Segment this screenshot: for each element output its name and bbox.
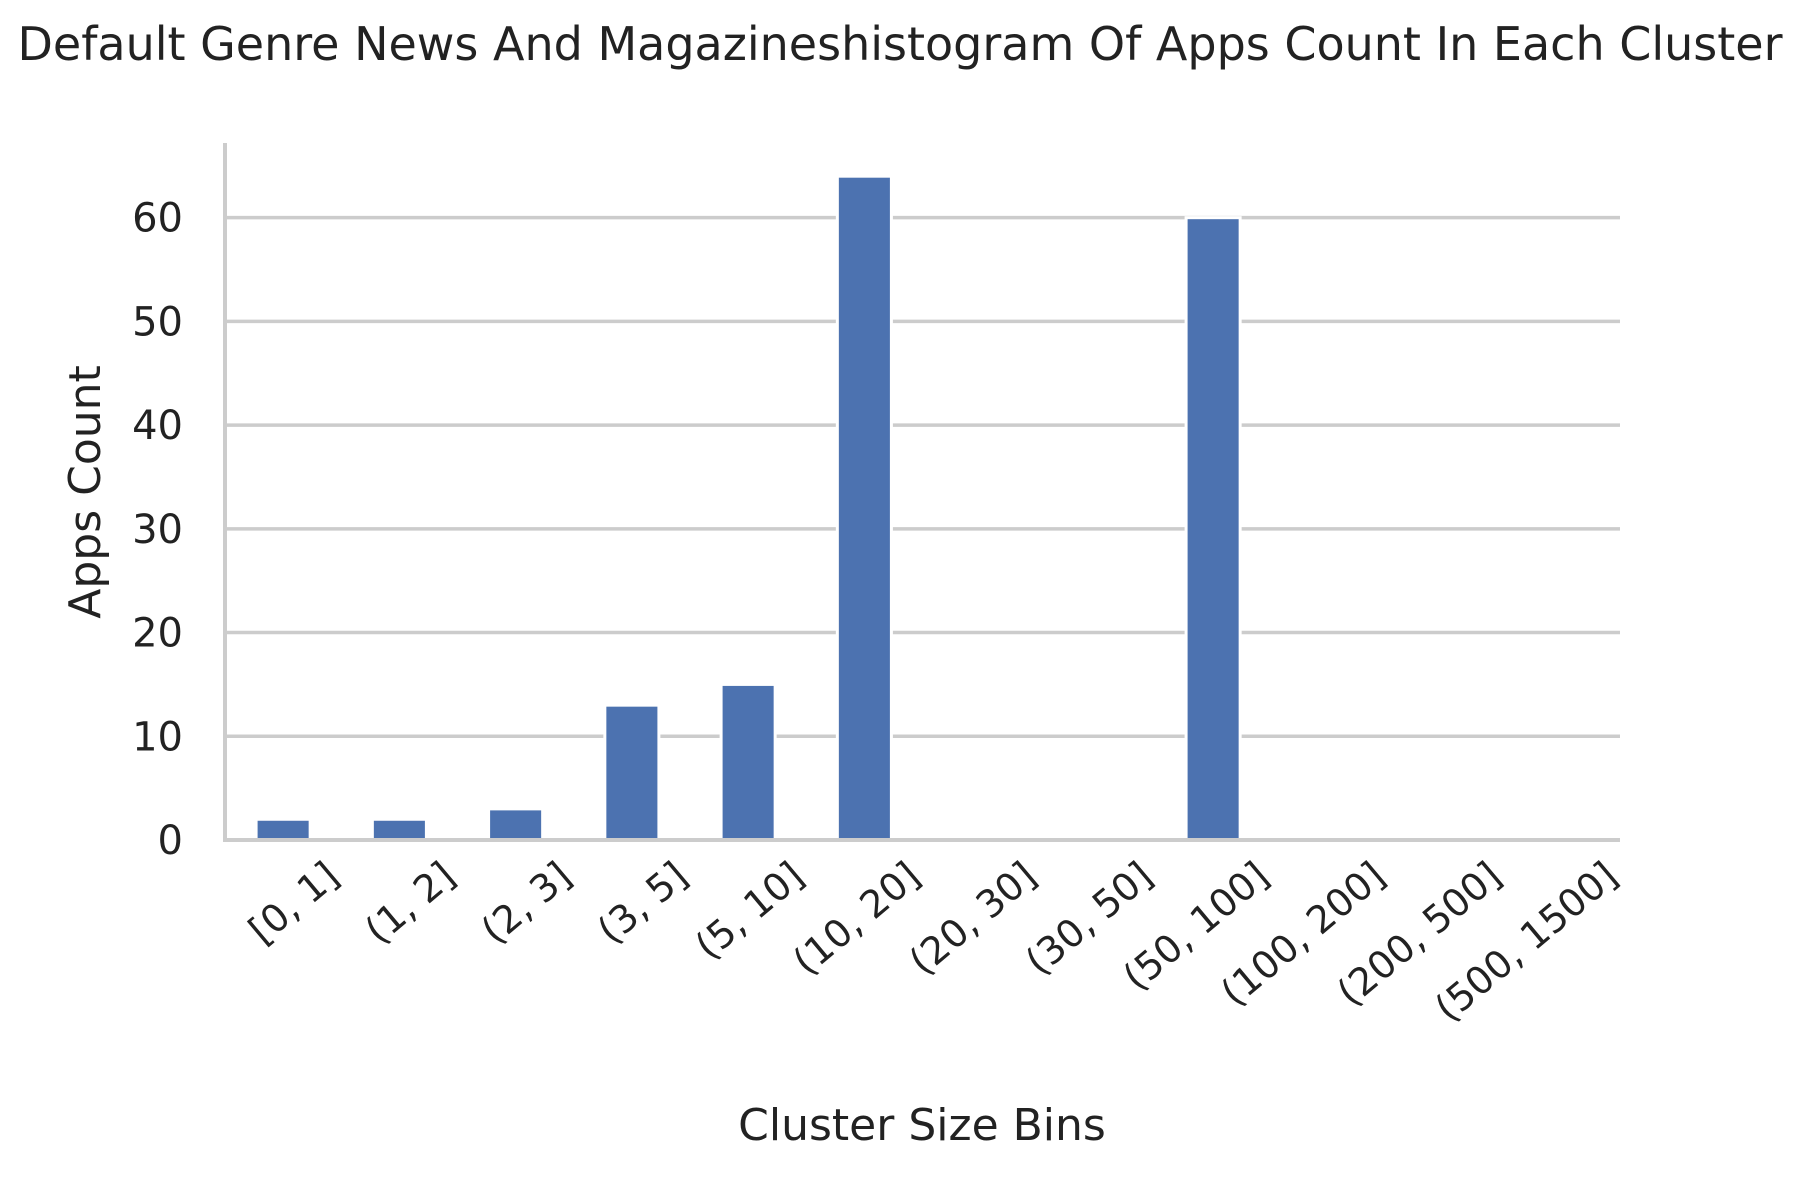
y-tick-label: 10: [132, 714, 183, 760]
x-axis-label: Cluster Size Bins: [738, 1100, 1106, 1151]
bar-5: [835, 174, 893, 842]
x-tick-labels: [0, 1] (1, 2] (2, 3] (3, 5](5, 10](10, 20](…: [240, 853, 1625, 1030]
bars: [254, 174, 1242, 842]
y-tick-label: 40: [132, 403, 183, 449]
chart-title: Default Genre News And Magazineshistogra…: [17, 17, 1782, 71]
y-tick-label: 50: [132, 299, 183, 345]
y-tick-label: 30: [132, 507, 183, 553]
bar-2: [487, 807, 545, 842]
bar-4: [719, 682, 777, 842]
bar-0: [254, 817, 312, 842]
x-tick-label: (10, 20]: [785, 853, 929, 983]
x-tick-label: (3, 5]: [589, 853, 696, 952]
axes: [223, 143, 1620, 842]
x-tick-label: (1, 2]: [357, 853, 464, 952]
y-tick-labels: 0 10 20 30 40 50 60: [132, 196, 183, 864]
y-tick-label: 0: [158, 818, 183, 864]
gridlines: [225, 215, 1620, 739]
y-axis-label: Apps Count: [60, 365, 111, 619]
x-tick-label: (20, 30]: [901, 853, 1045, 983]
y-tick-label: 20: [132, 611, 183, 657]
x-tick-label: [0, 1]: [240, 853, 347, 952]
y-tick-label: 60: [132, 196, 183, 242]
x-tick-label: (2, 3]: [473, 853, 580, 952]
bar-1: [370, 817, 428, 842]
bar-8: [1184, 216, 1242, 842]
bar-3: [603, 703, 661, 842]
